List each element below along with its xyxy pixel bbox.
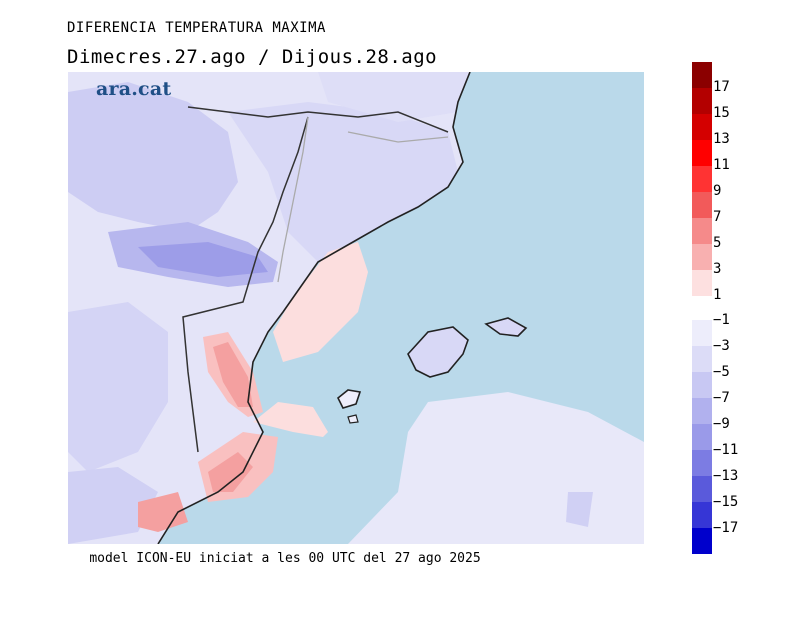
- legend-label-minus15: −15: [713, 494, 739, 510]
- menorca: [484, 317, 528, 337]
- legend-swatch-minus15: [692, 502, 712, 528]
- pyrenees-internal-border: [347, 131, 449, 143]
- legend-swatch-minus13: [692, 476, 712, 502]
- legend-swatch-minus7: [692, 398, 712, 424]
- legend-label-minus13: −13: [713, 468, 739, 484]
- legend-label-minus5: −5: [713, 364, 730, 380]
- legend-label-11: 11: [713, 157, 730, 173]
- warm-area-alicante: [138, 492, 188, 532]
- warm-anomaly-areas: [138, 242, 368, 532]
- legend-swatch-minus3: [692, 346, 712, 372]
- warm-area-core: [213, 342, 253, 407]
- legend-swatch-minus5: [692, 372, 712, 398]
- legend-label-minus11: −11: [713, 442, 739, 458]
- legend-label-9: 9: [713, 183, 722, 199]
- legend-label-17: 17: [713, 79, 730, 95]
- cold-area-france: [318, 72, 468, 122]
- cold-area-northwest: [68, 82, 238, 232]
- temperature-difference-map: [68, 72, 644, 544]
- sea-south-east-patch: [566, 492, 593, 527]
- legend-label-15: 15: [713, 105, 730, 121]
- legend-swatch-minus1: [692, 320, 712, 346]
- legend-swatch-5: [692, 218, 712, 244]
- legend-swatch-1: [692, 270, 712, 296]
- map-subtitle: Dimecres.27.ago / Dijous.28.ago: [67, 46, 438, 68]
- map-title: DIFERENCIA TEMPERATURA MAXIMA: [67, 20, 326, 36]
- legend-swatch-11: [692, 140, 712, 166]
- mallorca: [407, 326, 469, 378]
- coastline: [157, 72, 471, 544]
- legend-swatch-13: [692, 114, 712, 140]
- legend-label-minus9: −9: [713, 416, 730, 432]
- legend-swatch-17: [692, 62, 712, 88]
- legend-swatch-15: [692, 88, 712, 114]
- france-border: [187, 106, 449, 133]
- cold-area-ebro-core: [138, 242, 268, 277]
- legend-swatch-minus11: [692, 450, 712, 476]
- warm-area-castello: [253, 402, 328, 437]
- legend-swatch-7: [692, 192, 712, 218]
- ara-cat-logo: ara.cat: [96, 78, 172, 100]
- catalonia-border: [182, 116, 309, 453]
- legend-label-minus17: −17: [713, 520, 739, 536]
- cold-area-south: [68, 467, 158, 544]
- balearic-islands: [336, 317, 528, 424]
- legend-swatch-9: [692, 166, 712, 192]
- legend-label-3: 3: [713, 261, 722, 277]
- colorbar-legend: [692, 62, 712, 554]
- footer-text: model ICON-EU iniciat a les 00 UTC del 2…: [89, 551, 481, 566]
- legend-swatch-minus9: [692, 424, 712, 450]
- formentera: [347, 414, 359, 424]
- legend-label-7: 7: [713, 209, 722, 225]
- warm-area-gulf: [273, 242, 368, 362]
- model-info-footer: model ICON-EU iniciat a les 00 UTC del 2…: [0, 551, 720, 566]
- legend-label-minus7: −7: [713, 390, 730, 406]
- cold-anomaly-areas: [68, 72, 468, 544]
- legend-swatch-3: [692, 244, 712, 270]
- legend-label-5: 5: [713, 235, 722, 251]
- legend-label-minus3: −3: [713, 338, 730, 354]
- warm-area-valencia-core: [208, 452, 253, 492]
- legend-label-13: 13: [713, 131, 730, 147]
- ibiza: [336, 389, 362, 409]
- cold-area-west: [68, 302, 168, 472]
- legend-swatch-minus17: [692, 528, 712, 554]
- internal-border: [277, 116, 309, 283]
- legend-label-minus1: −1: [713, 312, 730, 328]
- legend-label-1: 1: [713, 287, 722, 303]
